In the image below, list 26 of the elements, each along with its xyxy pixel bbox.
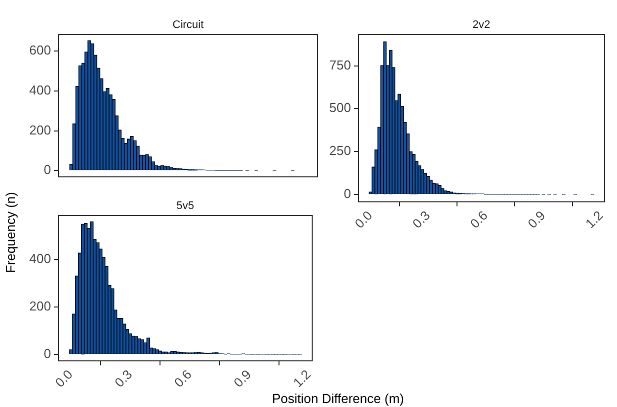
- y-tick-label: 0: [44, 162, 51, 178]
- x-tick-label: 0.9: [524, 208, 548, 232]
- y-tick-label: 400: [29, 82, 51, 98]
- x-tick-label: 0.3: [409, 208, 433, 232]
- y-tick-label: 750: [329, 57, 351, 72]
- x-tick-label: 0.6: [171, 366, 195, 390]
- x-axis-title: Position Difference (m): [272, 391, 404, 406]
- chart-title: 2v2: [472, 19, 490, 31]
- y-tick-label: 0: [44, 346, 51, 362]
- chart-title: Circuit: [172, 19, 204, 31]
- x-tick-label: 1.2: [290, 366, 314, 390]
- y-tick-label: 500: [329, 100, 351, 116]
- chart-title: 5v5: [176, 200, 194, 212]
- x-tick-label: 1.2: [582, 208, 606, 232]
- x-tick-label: 0.9: [230, 366, 254, 390]
- x-tick-label: 0.0: [352, 208, 376, 232]
- x-tick-label: 0.6: [467, 208, 490, 232]
- y-tick-label: 600: [29, 42, 51, 58]
- x-tick-label: 0.3: [112, 366, 136, 390]
- y-tick-label: 200: [29, 298, 51, 314]
- y-tick-label: 250: [329, 143, 351, 158]
- y-tick-label: 0: [344, 186, 351, 202]
- x-tick-label: 0.0: [52, 366, 76, 390]
- y-tick-label: 200: [29, 122, 51, 138]
- y-tick-label: 400: [29, 251, 51, 266]
- y-axis-title: Frequency (n): [2, 192, 18, 272]
